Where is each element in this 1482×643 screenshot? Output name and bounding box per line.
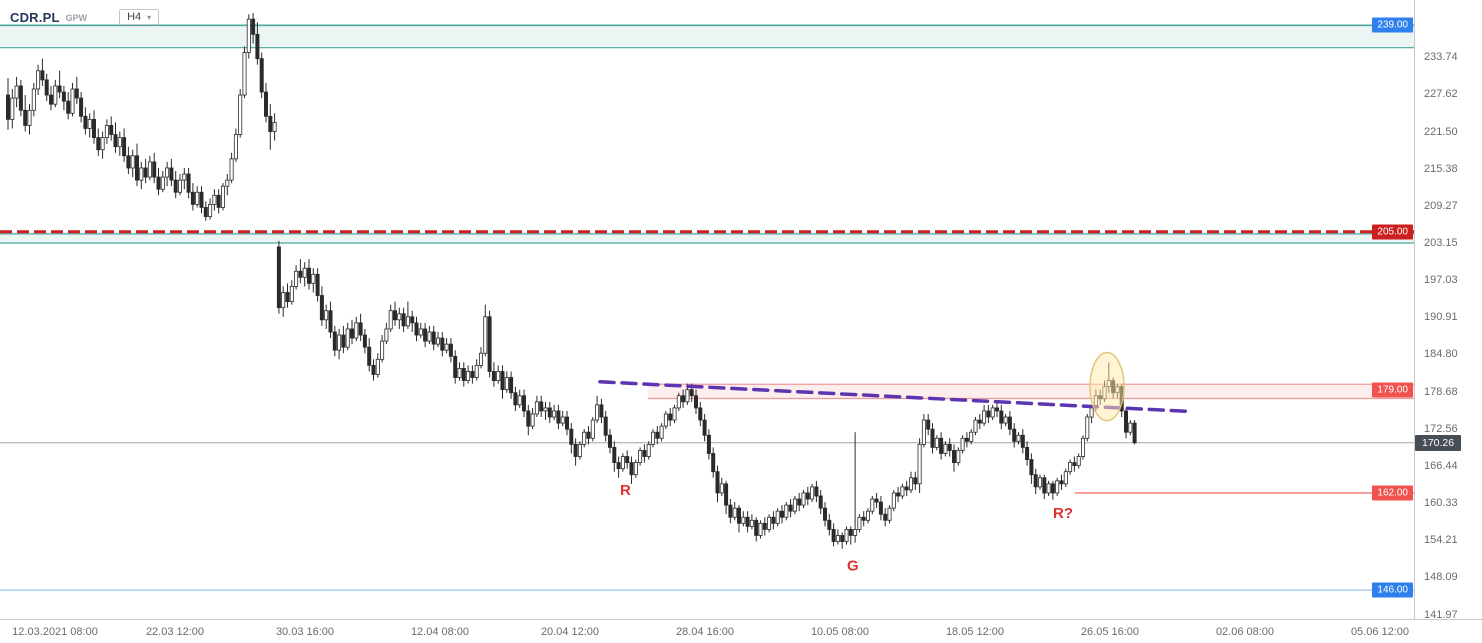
price-tick-label: 203.15 [1424,236,1458,249]
highlight-ellipse[interactable] [1089,351,1125,422]
price-level-badge: 162.00 [1372,485,1413,501]
symbol-bar: CDR.PL GPW H4 ▾ [10,9,160,25]
current-price-badge: 170.26 [1415,434,1462,451]
price-tick-label: 233.74 [1424,51,1458,64]
timeframe-label: H4 [127,11,142,23]
price-tick-label: 141.97 [1424,608,1458,621]
price-level-badge: 179.00 [1372,382,1413,398]
annotation-text[interactable]: R? [1053,505,1073,522]
price-zone[interactable] [0,233,1414,243]
price-tick-label: 215.38 [1424,162,1458,175]
time-tick-label: 02.06 08:00 [1215,626,1275,638]
price-tick-label: 221.50 [1424,125,1458,138]
time-tick-label: 12.03.2021 08:00 [12,626,98,638]
exchange-label: GPW [65,13,88,23]
price-tick-label: 166.44 [1424,459,1458,472]
time-tick-label: 12.04 08:00 [410,626,470,638]
annotation-text[interactable]: R [620,482,631,499]
time-tick-label: 10.05 08:00 [810,626,870,638]
price-tick-label: 209.27 [1424,199,1458,212]
time-tick-label: 20.04 12:00 [540,626,600,638]
price-level-badge: 205.00 [1372,224,1413,240]
price-tick-label: 154.21 [1424,534,1458,547]
time-tick-label: 18.05 12:00 [945,626,1005,638]
time-tick-label: 05.06 12:00 [1350,626,1410,638]
price-level-badge: 146.00 [1372,582,1413,598]
symbol-label: CDR.PL [10,9,60,25]
time-axis[interactable]: 12.03.2021 08:00 22.03 12:00 30.03 16:00 12… [0,619,1482,643]
price-tick-label: 190.91 [1424,311,1458,324]
price-tick-label: 178.68 [1424,385,1458,398]
price-tick-label: 184.80 [1424,348,1458,361]
price-zone[interactable] [648,384,1414,399]
time-tick-label: 30.03 16:00 [275,626,335,638]
price-level-badge: 239.00 [1372,17,1413,33]
price-tick-label: 197.03 [1424,274,1458,287]
annotation-text[interactable]: G [847,558,859,575]
time-tick-label: 28.04 16:00 [675,626,735,638]
timeframe-selector[interactable]: H4 ▾ [119,9,160,25]
price-tick-label: 172.56 [1424,422,1458,435]
candlestick-chart[interactable]: R G R? [0,0,1414,619]
chevron-down-icon: ▾ [147,12,152,22]
candlestick-series [6,13,1137,549]
price-tick-label: 148.09 [1424,571,1458,584]
time-tick-label: 26.05 16:00 [1080,626,1140,638]
price-tick-label: 227.62 [1424,88,1458,101]
chart-plot-area[interactable]: R G R? CDR.PL GPW H4 ▾ 239.00 205.00 179.00 1… [0,0,1414,619]
price-tick-label: 160.33 [1424,497,1458,510]
price-axis[interactable]: 170.26 233.74 227.62 221.50 215.38 209.27 203.… [1414,0,1482,621]
time-tick-label: 22.03 12:00 [145,626,205,638]
price-zone[interactable] [0,25,1414,48]
